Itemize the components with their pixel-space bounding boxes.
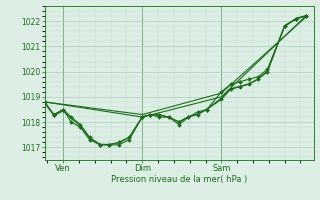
X-axis label: Pression niveau de la mer( hPa ): Pression niveau de la mer( hPa ) bbox=[111, 175, 247, 184]
